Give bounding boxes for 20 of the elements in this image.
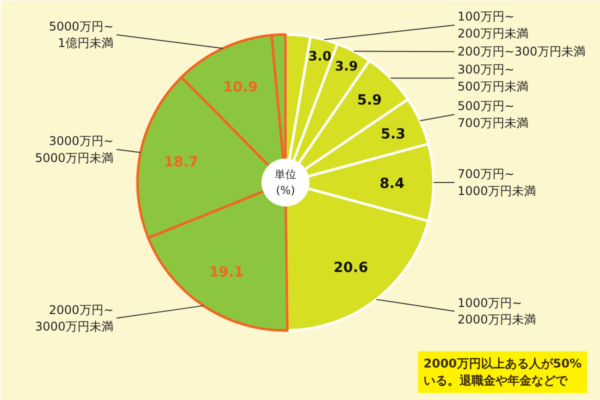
slice-label: 100万円~ 200万円未満 <box>458 10 528 41</box>
text: 単位 (%) <box>274 168 296 197</box>
data-label: 5.3 <box>380 126 406 143</box>
data-label: 8.4 <box>380 176 405 192</box>
data-label: 5.9 <box>357 92 382 109</box>
slice-label: 200万円~300万円未満 <box>458 44 586 59</box>
data-label: 19.1 <box>209 264 244 281</box>
slice-label: 500万円~ 700万円未満 <box>458 99 528 130</box>
text: 2000万円以上ある人が50% いる。退職金や年金などで <box>424 356 582 388</box>
slice-label: 3000万円~ 5000万円未満 <box>34 134 114 165</box>
data-label: 3.0 <box>308 49 332 64</box>
data-label: 20.6 <box>334 260 368 276</box>
data-label: 10.9 <box>223 79 258 96</box>
slice-label: 5000万円~ 1億円未満 <box>48 19 114 50</box>
slice-label: 1000万円~ 2000万円未満 <box>458 296 536 327</box>
slice-label: 300万円~ 500万円未満 <box>458 62 528 94</box>
data-label: 18.7 <box>164 154 198 170</box>
data-label: 3.9 <box>334 60 358 75</box>
slice-label: 700万円~ 1000万円未満 <box>458 167 536 198</box>
slice-label: 2000万円~ 3000万円未満 <box>34 302 114 334</box>
